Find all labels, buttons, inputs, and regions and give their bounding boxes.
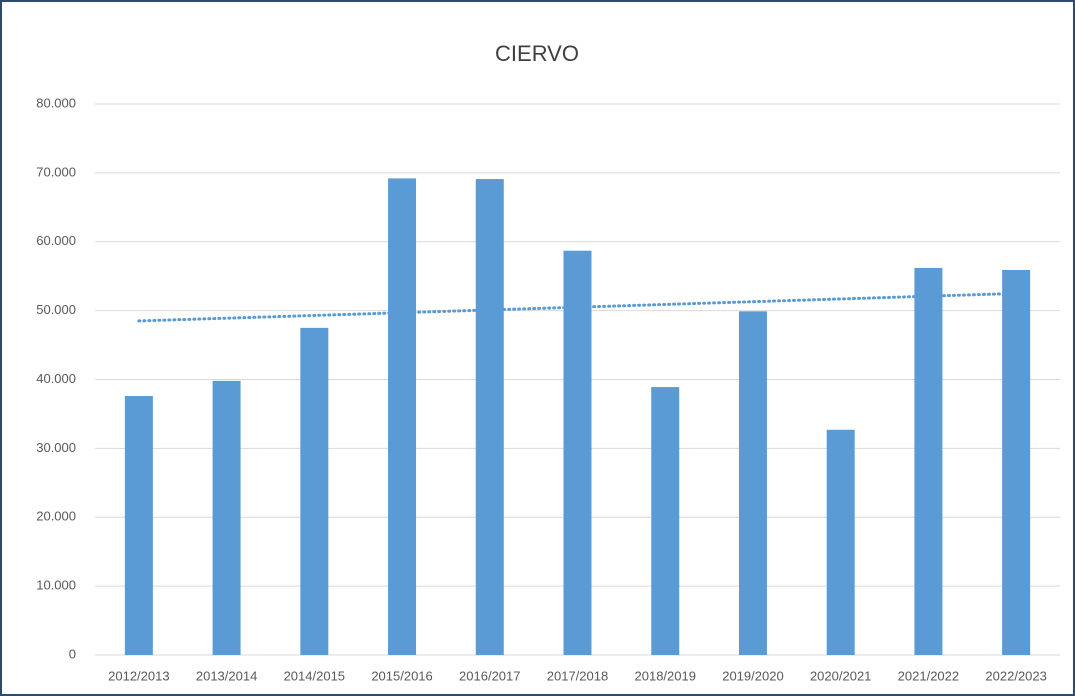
x-tick-label: 2021/2022 (898, 668, 959, 683)
y-tick-label: 0 (69, 646, 76, 661)
bar (388, 178, 417, 655)
y-tick-label: 30.000 (36, 440, 76, 455)
y-tick-label: 20.000 (36, 509, 76, 524)
bar (563, 250, 592, 656)
y-tick-label: 50.000 (36, 302, 76, 317)
x-tick-label: 2017/2018 (547, 668, 608, 683)
x-tick-label: 2014/2015 (284, 668, 345, 683)
bar (124, 396, 153, 655)
x-tick-label: 2020/2021 (810, 668, 871, 683)
x-tick-label: 2012/2013 (108, 668, 169, 683)
x-tick-label: 2015/2016 (371, 668, 432, 683)
y-tick-label: 10.000 (36, 578, 76, 593)
bar (738, 311, 767, 655)
y-tick-label: 70.000 (36, 164, 76, 179)
x-tick-label: 2019/2020 (722, 668, 783, 683)
y-tick-label: 80.000 (36, 95, 76, 110)
trend-line (137, 291, 1018, 323)
x-tick-label: 2016/2017 (459, 668, 520, 683)
chart-title: CIERVO (495, 41, 579, 66)
bar (475, 179, 504, 656)
y-tick-label: 40.000 (36, 371, 76, 386)
bar (826, 429, 855, 655)
x-tick-label: 2018/2019 (635, 668, 696, 683)
bar (651, 387, 680, 655)
bar (300, 327, 329, 655)
x-tick-label: 2022/2023 (985, 668, 1046, 683)
bar (914, 267, 943, 655)
bar (212, 380, 241, 655)
y-tick-label: 60.000 (36, 233, 76, 248)
bar (1002, 269, 1031, 655)
x-tick-label: 2013/2014 (196, 668, 257, 683)
